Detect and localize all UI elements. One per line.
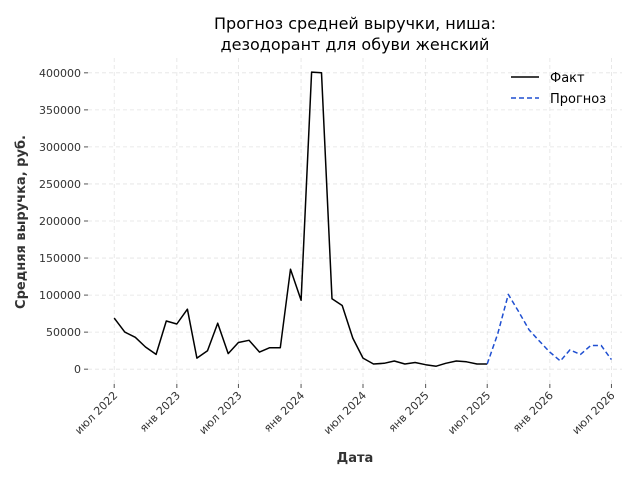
y-tick-label: 350000 — [39, 104, 81, 117]
x-tick-label: июл 2023 — [197, 389, 245, 437]
x-tick-label: июл 2024 — [321, 389, 369, 437]
chart-title-line-2: дезодорант для обуви женский — [221, 35, 490, 54]
x-tick-label: янв 2026 — [510, 389, 556, 435]
y-tick-label: 100000 — [39, 289, 81, 302]
series-line-fact — [113, 71, 488, 367]
legend-label-fact: Факт — [550, 71, 585, 86]
series-line-forecast — [486, 293, 613, 365]
chart-title-line-1: Прогноз средней выручки, ниша: — [214, 14, 496, 33]
x-tick-label: июл 2025 — [445, 389, 493, 437]
legend: Факт Прогноз — [511, 71, 606, 107]
y-tick-label: 0 — [74, 363, 81, 376]
series-lines — [113, 71, 613, 367]
x-tick-label: июл 2026 — [570, 389, 618, 437]
y-axis-ticks: 0 50000 100000 150000 200000 250000 300000 3500… — [39, 67, 88, 376]
y-axis-label: Средняя выручка, руб. — [14, 135, 29, 309]
grid — [88, 58, 622, 384]
x-axis-label: Дата — [337, 451, 374, 466]
legend-label-forecast: Прогноз — [550, 92, 606, 107]
y-tick-label: 400000 — [39, 67, 81, 80]
y-tick-label: 300000 — [39, 141, 81, 154]
x-tick-label: янв 2025 — [386, 389, 432, 435]
y-tick-label: 150000 — [39, 252, 81, 265]
x-tick-label: янв 2024 — [261, 389, 307, 435]
y-tick-label: 50000 — [46, 326, 81, 339]
y-tick-label: 250000 — [39, 178, 81, 191]
x-axis-ticks: июл 2022 янв 2023 июл 2023 янв 2024 июл 2024… — [72, 384, 618, 437]
x-tick-label: июл 2022 — [72, 389, 120, 437]
x-tick-label: янв 2023 — [137, 389, 183, 435]
y-tick-label: 200000 — [39, 215, 81, 228]
